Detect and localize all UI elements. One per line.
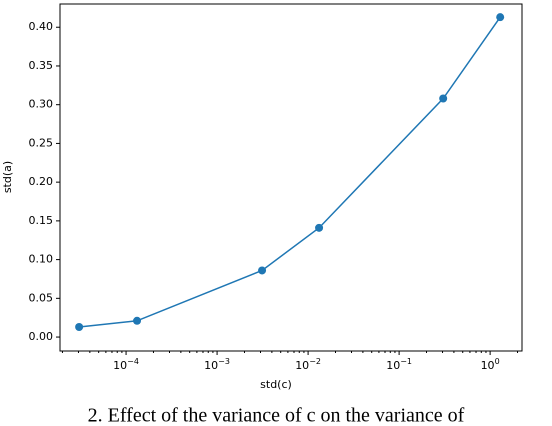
point bbox=[133, 316, 142, 325]
point bbox=[258, 266, 267, 275]
y-tick-label: 0.40 bbox=[29, 20, 54, 33]
x-tick-label: 10−2 bbox=[295, 357, 321, 373]
y-axis-label: std(a) bbox=[1, 161, 14, 193]
y-tick-label: 0.20 bbox=[29, 175, 54, 188]
y-tick-label: 0.00 bbox=[29, 330, 54, 343]
x-tick-label: 10−4 bbox=[113, 357, 139, 373]
point bbox=[439, 94, 448, 103]
x-axis-label: std(c) bbox=[260, 378, 292, 391]
y-tick-label: 0.10 bbox=[29, 253, 54, 266]
series-line bbox=[79, 16, 501, 328]
y-tick-label: 0.35 bbox=[29, 59, 54, 72]
point bbox=[315, 223, 324, 232]
x-tick-label: 10−1 bbox=[386, 357, 412, 373]
caption: 2. Effect of the variance of c on the va… bbox=[88, 405, 465, 426]
y-tick-label: 0.30 bbox=[29, 98, 54, 111]
plot-frame bbox=[59, 3, 523, 352]
y-tick-label: 0.25 bbox=[29, 136, 54, 149]
y-tick-label: 0.05 bbox=[29, 291, 54, 304]
y-tick-label: 0.15 bbox=[29, 214, 54, 227]
x-tick-label: 100 bbox=[481, 357, 500, 373]
point bbox=[496, 13, 505, 22]
point bbox=[75, 322, 84, 331]
x-tick-label: 10−3 bbox=[204, 357, 230, 373]
